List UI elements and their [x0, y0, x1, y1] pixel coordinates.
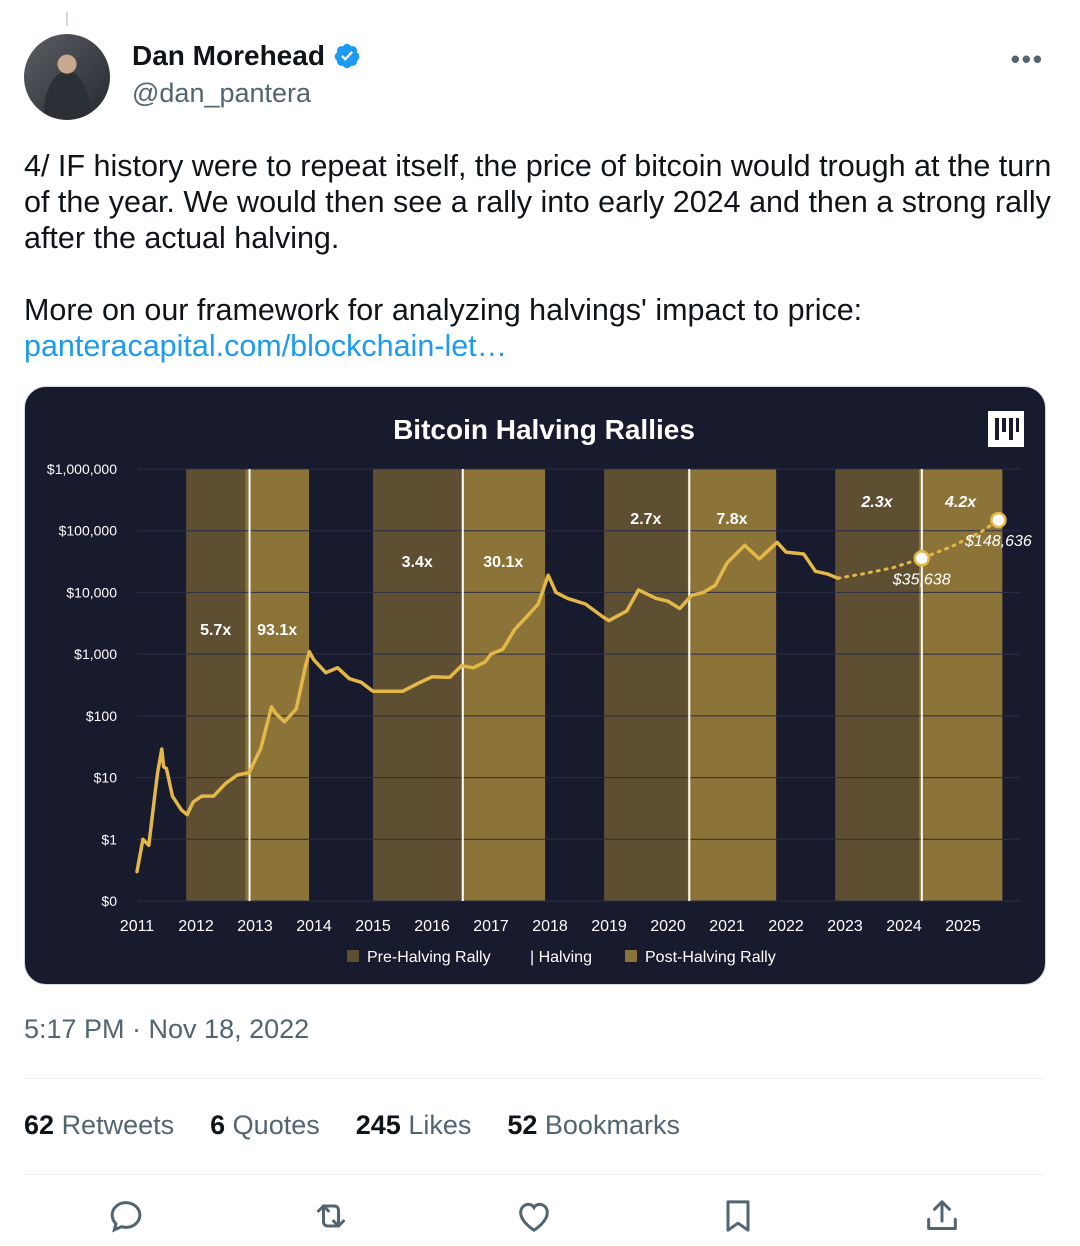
avatar[interactable]: [24, 34, 110, 120]
x-tick-label: 2014: [296, 918, 332, 935]
quotes-stat[interactable]: 6 Quotes: [210, 1110, 320, 1140]
x-tick-label: 2022: [768, 918, 804, 935]
chart-image[interactable]: 5.7x 93.1x 3.4x 30.1x 2.7x 7.8x 2.3x 4.2x $0 $1 $…: [24, 386, 1046, 985]
tweet-text: 4/ IF history were to repeat itself, the…: [24, 148, 1054, 364]
price-series: [135, 518, 1000, 874]
price-line: [135, 540, 840, 874]
like-icon[interactable]: [514, 1196, 554, 1236]
rally-label: 3.4x: [402, 554, 433, 571]
rally-label: 4.2x: [944, 494, 977, 511]
rally-band-1: [245, 469, 310, 901]
projection-label: $35,638: [892, 571, 951, 588]
rally-band-0: [186, 469, 246, 901]
halving-lines: [248, 469, 923, 901]
x-tick-label: 2024: [886, 918, 922, 935]
legend-swatch: [625, 950, 637, 962]
tweet-paragraph-2: More on our framework for analyzing halv…: [24, 293, 863, 327]
author-display-name[interactable]: Dan Morehead: [132, 40, 325, 71]
rally-labels: 5.7x 93.1x 3.4x 30.1x 2.7x 7.8x 2.3x 4.2x: [200, 494, 977, 639]
author-handle[interactable]: @dan_pantera: [132, 78, 312, 108]
legend-label: | Halving: [530, 949, 592, 966]
legend-label: Pre-Halving Rally: [367, 949, 491, 966]
x-tick-label: 2021: [709, 918, 745, 935]
legend-swatch: [347, 950, 359, 962]
x-tick-label: 2025: [945, 918, 981, 935]
y-tick-label: $1,000: [74, 646, 117, 662]
rally-label: 2.7x: [630, 511, 661, 528]
rally-band-6: [835, 469, 919, 901]
engagement-stats: 62 Retweets 6 Quotes 245 Likes 52 Bookma…: [24, 1110, 680, 1141]
x-tick-label: 2011: [120, 918, 155, 935]
y-tick-label: $100,000: [59, 523, 118, 539]
projection-point: [913, 550, 930, 567]
chart-legend: Pre-Halving Rally | Halving Post-Halving R…: [347, 949, 776, 966]
projection-annotations: $35,638 $148,636: [892, 511, 1032, 588]
x-tick-label: 2023: [827, 918, 863, 935]
rally-label: 2.3x: [860, 494, 893, 511]
x-tick-label: 2015: [355, 918, 391, 935]
divider: [24, 1174, 1045, 1175]
rally-bands: [186, 469, 1003, 901]
rally-label: 30.1x: [483, 554, 523, 571]
reply-icon[interactable]: [106, 1196, 146, 1236]
projection-point: [990, 511, 1007, 529]
y-tick-label: $1: [101, 831, 117, 847]
x-tick-label: 2020: [650, 918, 686, 935]
tweet-paragraph-1: 4/ IF history were to repeat itself, the…: [24, 149, 1052, 255]
bookmark-icon[interactable]: [718, 1196, 758, 1236]
bookmarks-stat[interactable]: 52 Bookmarks: [507, 1110, 680, 1140]
chart-title: Bitcoin Halving Rallies: [393, 414, 695, 445]
tweet-link[interactable]: panteracapital.com/blockchain-let…: [24, 329, 508, 363]
y-tick-label: $100: [86, 708, 117, 724]
grid-lines: [137, 468, 1020, 902]
legend-label: Post-Halving Rally: [645, 949, 776, 966]
verified-badge-icon: [334, 43, 360, 69]
x-tick-label: 2016: [414, 918, 450, 935]
thread-line: [66, 12, 68, 26]
retweet-icon[interactable]: [311, 1196, 351, 1236]
author-name-row[interactable]: Dan Morehead: [132, 40, 361, 72]
divider: [24, 1078, 1045, 1079]
retweets-stat[interactable]: 62 Retweets: [24, 1110, 175, 1140]
y-tick-label: $1,000,000: [47, 461, 117, 477]
axis-labels: $0 $1 $10 $100 $1,000 $10,000 $100,000 $1,000,0…: [47, 461, 981, 935]
rally-label: 7.8x: [716, 511, 747, 528]
rally-label: 93.1x: [257, 622, 297, 639]
likes-stat[interactable]: 245 Likes: [355, 1110, 472, 1140]
projection-label: $148,636: [964, 533, 1032, 550]
x-tick-label: 2019: [591, 918, 627, 935]
y-tick-label: $10: [94, 770, 118, 786]
bitcoin-halving-chart: 5.7x 93.1x3.4x 30.1x2.7x 7.8x2.3x 4.2x $0$1$…: [47, 411, 1032, 966]
x-tick-label: 2013: [237, 918, 273, 935]
tweet-timestamp[interactable]: 5:17 PM · Nov 18, 2022: [24, 1014, 310, 1044]
rally-label: 5.7x: [200, 622, 231, 639]
x-tick-label: 2018: [532, 918, 568, 935]
pantera-logo-icon: [988, 411, 1024, 447]
share-icon[interactable]: [922, 1196, 962, 1236]
y-tick-label: $10,000: [66, 584, 117, 600]
rally-band-4: [604, 469, 688, 901]
more-options-icon[interactable]: •••: [1010, 44, 1044, 74]
x-tick-label: 2017: [473, 918, 509, 935]
y-tick-label: $0: [101, 893, 117, 909]
action-bar: [0, 1192, 1080, 1246]
rally-band-5: [687, 469, 777, 901]
rally-band-3: [461, 469, 546, 901]
x-tick-label: 2012: [178, 918, 214, 935]
projection-line: [836, 518, 1000, 580]
